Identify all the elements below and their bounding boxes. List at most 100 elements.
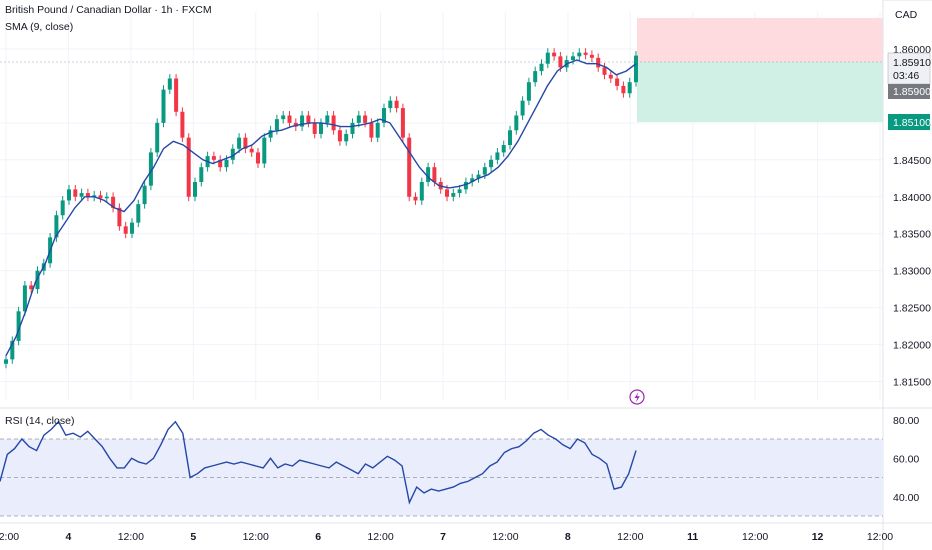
- candle-body: [413, 196, 418, 201]
- candle-body: [608, 74, 613, 79]
- sma-legend[interactable]: SMA (9, close): [5, 21, 74, 33]
- time-tick-label: 12:00: [492, 531, 518, 543]
- rsi-line: [0, 420, 637, 505]
- candle-body: [274, 119, 279, 131]
- price-tick-label: 1.81500: [893, 377, 931, 389]
- candle-body: [293, 122, 298, 127]
- candle-body: [407, 137, 412, 197]
- candle-body: [249, 148, 254, 153]
- candle-body: [463, 181, 468, 190]
- candle-body: [445, 189, 449, 197]
- candle-body: [167, 78, 172, 90]
- price-tick-label: 1.83000: [893, 266, 931, 278]
- candle-body: [180, 111, 185, 138]
- candle-body: [142, 185, 147, 205]
- candle-body: [16, 311, 21, 341]
- candle-body: [577, 52, 582, 57]
- time-tick-label: 4: [66, 531, 72, 543]
- time-tick-label: 12: [812, 531, 824, 543]
- candle-body: [558, 56, 563, 68]
- candle-body: [281, 115, 286, 120]
- time-tick-label: 12:00: [867, 531, 893, 543]
- rsi-tick-label: 80.00: [893, 415, 919, 427]
- candle-body: [148, 152, 153, 186]
- time-tick-label: 11: [687, 531, 698, 543]
- candle-body: [331, 115, 336, 131]
- candle-body: [35, 270, 40, 290]
- price-tick-label: 1.84000: [893, 192, 931, 204]
- candle-body: [224, 159, 229, 168]
- candle-body: [495, 152, 500, 160]
- candle-body: [218, 159, 223, 168]
- candle-body: [174, 78, 179, 112]
- candle-body: [312, 122, 317, 134]
- candle-body: [155, 122, 160, 153]
- rsi-tick-label: 40.00: [893, 492, 919, 504]
- candle-body: [589, 54, 594, 58]
- candle-body: [571, 56, 575, 61]
- candle-body: [4, 359, 8, 364]
- time-tick-label: 5: [190, 531, 196, 543]
- candle-body: [552, 52, 557, 57]
- time-tick-label: 12:00: [367, 531, 393, 543]
- candle-body: [388, 100, 393, 109]
- time-tick-label: 12:00: [243, 531, 269, 543]
- candle-body: [136, 204, 141, 223]
- lightning-icon[interactable]: [629, 389, 645, 405]
- candle-body: [306, 115, 311, 123]
- chart-title[interactable]: British Pound / Canadian Dollar · 1h · F…: [5, 4, 212, 16]
- candle-body: [634, 55, 638, 83]
- candle-body: [130, 222, 134, 234]
- candle-body: [104, 196, 109, 199]
- rsi-axis: 40.00 60.00 80.00: [893, 415, 919, 504]
- svg-text:1.85900: 1.85900: [893, 86, 931, 98]
- candle-body: [369, 122, 374, 138]
- take-profit-zone[interactable]: [637, 18, 883, 62]
- sma-line: [5, 59, 637, 357]
- candle-body: [54, 215, 59, 238]
- candle-body: [29, 285, 34, 290]
- candle-body: [583, 52, 588, 55]
- candle-body: [363, 115, 368, 123]
- price-tick-label: 1.84500: [893, 155, 931, 167]
- candle-body: [432, 167, 437, 182]
- candle-body: [489, 159, 494, 168]
- chart-grid: [0, 12, 883, 400]
- candle-body: [501, 145, 506, 153]
- current-price-tag: 1.85910 03:46: [887, 52, 931, 85]
- time-tick-label: 7: [440, 531, 446, 543]
- candle-body: [230, 148, 235, 160]
- candle-body: [476, 174, 481, 179]
- time-tick-label: 6: [315, 531, 321, 543]
- candle-body: [161, 89, 166, 123]
- sma-price-tag: 1.85900: [888, 84, 931, 99]
- candle-body: [193, 181, 197, 197]
- rsi-tick-label: 60.00: [893, 453, 919, 465]
- candle-body: [22, 285, 27, 312]
- candle-body: [602, 67, 607, 75]
- candle-body: [300, 115, 305, 127]
- candle-body: [451, 193, 456, 197]
- currency-label[interactable]: CAD: [895, 9, 918, 21]
- candle-body: [508, 130, 512, 146]
- price-tick-label: 1.83500: [893, 229, 931, 241]
- candle-body: [268, 130, 273, 138]
- candle-body: [256, 152, 260, 164]
- candle-body: [615, 78, 620, 86]
- candle-body: [350, 122, 355, 134]
- candle-body: [123, 226, 128, 234]
- candle-body: [319, 122, 323, 134]
- candle-body: [419, 181, 424, 201]
- price-tick-label: 1.82000: [893, 340, 931, 352]
- candle-body: [325, 115, 330, 123]
- rsi-legend[interactable]: RSI (14, close): [5, 415, 75, 427]
- time-tick-label: 12:00: [118, 531, 144, 543]
- candle-body: [92, 195, 97, 197]
- candle-body: [287, 115, 292, 123]
- candle-body: [394, 100, 399, 109]
- candle-body: [426, 167, 431, 182]
- candle-body: [526, 82, 531, 101]
- stop-loss-zone[interactable]: [637, 62, 883, 122]
- time-tick-label: 12:00: [742, 531, 768, 543]
